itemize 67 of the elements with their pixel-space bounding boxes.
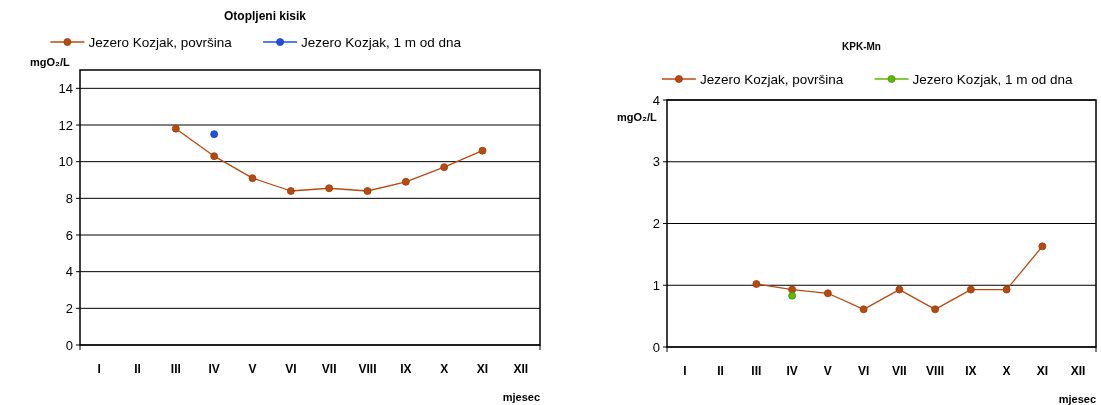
point (440, 163, 449, 172)
x-tick-label: VI (857, 364, 870, 378)
x-tick-label: XII (1070, 364, 1086, 378)
x-tick-label: X (1002, 364, 1011, 378)
x-tick-label: IV (208, 362, 220, 376)
point (286, 187, 295, 195)
y-axis-title: mgO₂/L (30, 56, 70, 68)
y-tick-label: 1 (652, 277, 660, 293)
x-tick-label: I (97, 362, 101, 376)
point (1038, 242, 1047, 251)
x-tick-label: VI (285, 362, 297, 376)
x-tick-label: VII (892, 364, 907, 378)
y-tick-label: 10 (58, 154, 73, 170)
chart-title: Otopljeni kisik (223, 9, 307, 23)
y-tick-label: 8 (65, 190, 73, 206)
point (325, 184, 334, 193)
y-tick-label: 14 (58, 80, 73, 96)
point (210, 130, 219, 139)
point (171, 124, 180, 133)
x-tick-label: VIII (926, 364, 945, 378)
point (752, 280, 761, 288)
legend-label: Jezero Kozjak, 1 m od dna (301, 34, 462, 50)
x-tick-label: X (440, 362, 449, 376)
point (210, 152, 219, 161)
y-tick-label: 2 (652, 216, 660, 232)
y-tick-label: 12 (58, 117, 73, 133)
point (1002, 285, 1011, 294)
point (966, 285, 975, 294)
x-tick-label: II (717, 364, 724, 378)
point (401, 177, 410, 186)
x-tick-label: XI (476, 362, 489, 376)
y-tick-label: 0 (65, 337, 73, 353)
x-axis-title: mjesec (502, 391, 540, 403)
point (363, 187, 372, 195)
y-axis-title: mgO₂/L (617, 111, 657, 123)
x-tick-label: III (751, 364, 762, 378)
x-tick-label: III (170, 362, 181, 376)
x-tick-label: IX (400, 362, 412, 376)
x-tick-label: VII (321, 362, 337, 376)
point (931, 305, 940, 314)
legend-label: Jezero Kozjak, površina (699, 71, 844, 87)
x-tick-label: V (248, 362, 257, 376)
x-tick-label: IV (786, 364, 798, 378)
y-tick-label: 3 (652, 154, 660, 170)
y-tick-label: 4 (652, 92, 660, 108)
legend-label: Jezero Kozjak, površina (88, 34, 233, 50)
x-tick-label: XI (1036, 364, 1049, 378)
point (788, 291, 797, 300)
legend-label: Jezero Kozjak, 1 m od dna (912, 71, 1073, 87)
x-axis-title: mjesec (1058, 393, 1096, 405)
x-tick-label: II (134, 362, 141, 376)
chart-title: KPK-Mn (842, 41, 881, 52)
y-tick-label: 2 (65, 300, 73, 316)
y-tick-label: 0 (652, 339, 660, 355)
y-tick-label: 4 (65, 264, 73, 280)
point (859, 305, 868, 314)
y-tick-label: 6 (65, 227, 73, 243)
point (478, 146, 487, 155)
x-tick-label: IX (965, 364, 977, 378)
point (823, 289, 832, 298)
x-tick-label: XII (513, 362, 529, 376)
point (788, 285, 797, 294)
x-tick-label: V (823, 364, 832, 378)
point (895, 285, 904, 294)
x-tick-label: I (683, 364, 687, 378)
point (248, 174, 257, 183)
x-tick-label: VIII (358, 362, 377, 376)
